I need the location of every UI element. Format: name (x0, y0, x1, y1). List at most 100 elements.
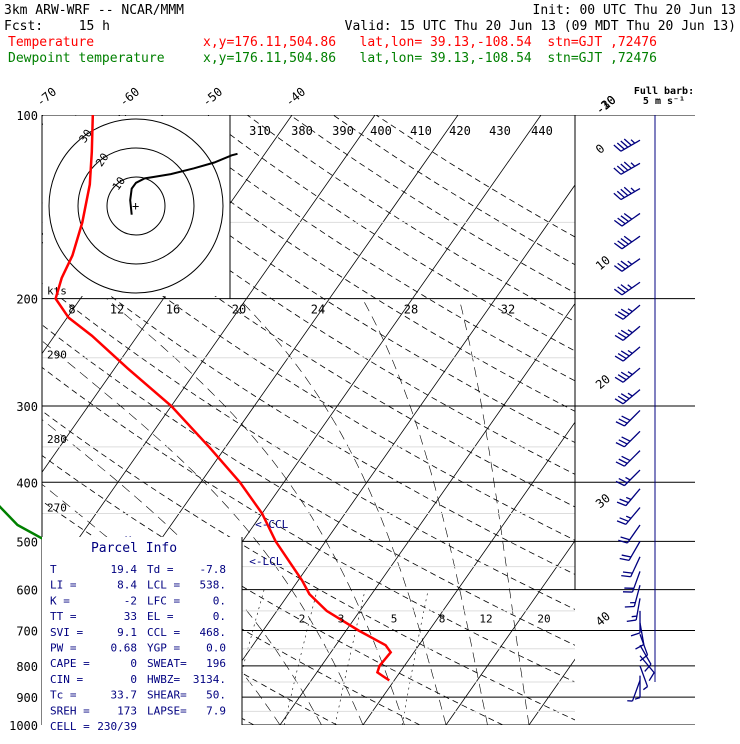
wind-barb-flag (622, 456, 630, 460)
parcel-field-label: CIN = (50, 673, 83, 686)
wind-barb-flag (620, 559, 629, 561)
theta-label: 430 (489, 124, 511, 138)
wind-barb-flag (618, 396, 626, 401)
wind-barb-flag (618, 375, 626, 380)
pressure-tick-label: 700 (16, 625, 38, 639)
parcel-field-value: 468. (200, 626, 227, 639)
mixing-ratio-line (402, 590, 428, 725)
sounding-annotation: <-LCL (249, 555, 282, 568)
temperature-legend-info: x,y=176.11,504.86 lat,lon= 39.13,-108.54… (203, 35, 657, 50)
parcel-field-label: LAPSE= (147, 704, 187, 717)
parcel-field-label: CCL = (147, 626, 180, 639)
wind-barb (614, 236, 640, 249)
wind-barb (614, 213, 640, 226)
wind-barb-half-flag (628, 261, 632, 264)
wind-barb (614, 282, 640, 295)
parcel-field-value: 0 (130, 673, 137, 686)
parcel-field-label: Td = (147, 563, 174, 576)
wind-barb-half-flag (632, 616, 637, 617)
wind-barb-flag (622, 555, 631, 557)
wind-barb-half-flag (628, 285, 632, 288)
mixing-ratio-label: 20 (537, 613, 550, 626)
pressure-tick-label: 400 (16, 476, 38, 490)
wind-barb-flag (616, 422, 624, 426)
parcel-field-value: 0.68 (111, 642, 138, 655)
wind-barb-flag (619, 440, 627, 444)
valid-time: Valid: 15 UTC Thu 20 Jun 13 (09 MDT Thu … (345, 19, 736, 34)
mixing-ratio-label: 8 (439, 613, 446, 626)
wind-barb-half-flag (635, 698, 640, 700)
wind-barbs (614, 115, 655, 701)
wind-barb-flag (620, 518, 629, 521)
parcel-field-value: 50. (206, 689, 226, 702)
wind-barb (627, 598, 640, 621)
wind-barb (618, 525, 640, 543)
parcel-field-value: 0. (213, 594, 226, 607)
mixing-ratio-label: 2 (299, 613, 306, 626)
parcel-field-label: YGP = (147, 642, 180, 655)
isotherm-line (363, 115, 740, 725)
dry-adiabat-line (204, 115, 740, 725)
wind-barb-staff (622, 213, 640, 226)
isotherm-label: 30 (593, 491, 613, 511)
isotherm-label: 40 (593, 609, 613, 629)
wind-barb-staff (621, 189, 640, 200)
wind-barb (616, 451, 640, 467)
isotherm-label: 10 (593, 253, 613, 273)
wind-barb-flag (615, 399, 623, 404)
isotherm-label: -10 (593, 93, 619, 118)
wind-barb-staff (629, 541, 640, 560)
wind-barb-flag (622, 437, 630, 441)
isotherm-line (529, 115, 740, 725)
mixing-ratio-label: 20 (232, 303, 246, 317)
mixing-ratio-label: 32 (501, 303, 515, 317)
wind-barb-half-flag (628, 330, 632, 333)
wind-barb (615, 326, 640, 340)
wind-barb (617, 508, 640, 525)
wind-barb-flag (618, 312, 626, 317)
parcel-field-value: -2 (124, 594, 137, 607)
theta-label: 410 (410, 124, 432, 138)
wind-barb-staff (626, 489, 640, 506)
parcel-field-label: TT = (50, 610, 77, 623)
wind-barb-flag (635, 644, 643, 649)
model-title: 3km ARW-WRF -- NCAR/MMM (4, 3, 184, 18)
pressure-tick-label: 500 (16, 535, 38, 549)
wind-barb-flag (618, 354, 626, 359)
theta-label: 440 (531, 124, 553, 138)
parcel-field-label: EL = (147, 610, 174, 623)
mixing-ratio-label: 24 (311, 303, 325, 317)
wind-barb-flag (631, 633, 640, 636)
wind-barb (615, 368, 640, 382)
init-time: Init: 00 UTC Thu 20 Jun 13 (533, 3, 737, 18)
theta-label: 310 (249, 124, 271, 138)
wind-barb-half-flag (628, 350, 632, 353)
parcel-field-label: SVI = (50, 626, 83, 639)
parcel-field-value: 33 (124, 610, 137, 623)
wind-barb-flag (623, 572, 632, 573)
wind-barb-flag (619, 419, 627, 423)
wind-barb (631, 611, 640, 636)
wind-barb (614, 187, 640, 199)
isotherm-label: -70 (34, 85, 60, 110)
wind-barb-flag (621, 394, 629, 399)
wind-barb-staff (626, 508, 640, 525)
isotherm-label: -40 (283, 85, 309, 110)
dry-adiabat-line (376, 115, 740, 725)
wind-barb (617, 489, 640, 506)
pressure-tick-label: 800 (16, 660, 38, 674)
parcel-field-value: 3134. (193, 673, 226, 686)
wind-barb (615, 347, 640, 361)
parcel-field-label: Tc = (50, 689, 77, 702)
wind-barb-staff (622, 259, 640, 272)
isotherm-label: 20 (593, 372, 613, 392)
wind-barb-flag (649, 673, 654, 681)
parcel-field-value: 230/39 (97, 720, 137, 733)
mixing-ratio-label: 12 (479, 613, 492, 626)
isotherm-line (446, 115, 740, 725)
mixing-ratio-line (284, 590, 317, 725)
wind-barb-staff (621, 140, 640, 151)
mixing-ratio-label: 16 (166, 303, 180, 317)
